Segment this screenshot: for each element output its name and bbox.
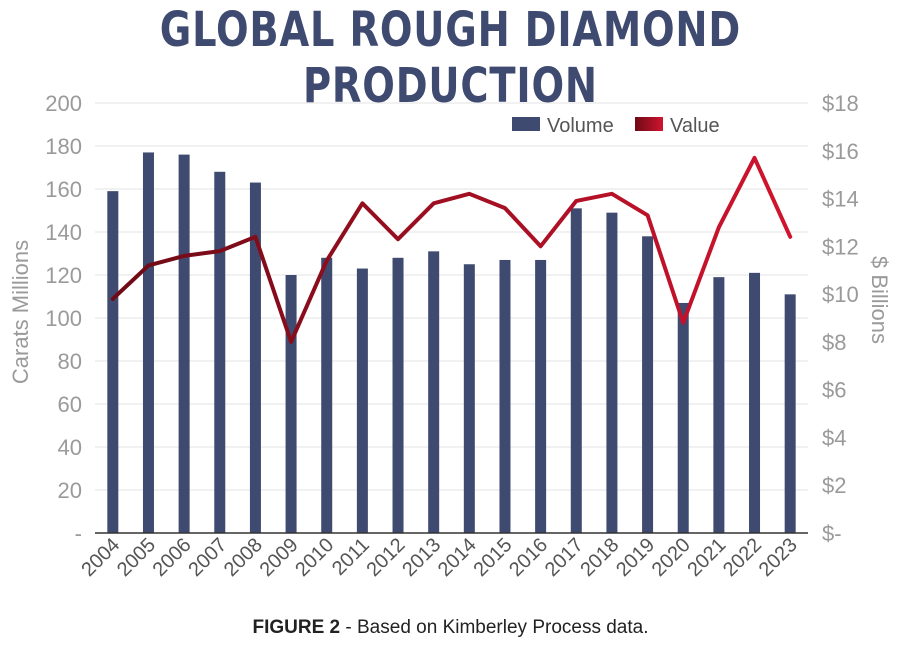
volume-bar: [784, 294, 796, 533]
right-tick-label: $4: [822, 425, 846, 450]
figure-caption: FIGURE 2 - Based on Kimberley Process da…: [0, 617, 901, 639]
x-tick-label: 2005: [113, 534, 160, 581]
right-tick-label: $8: [822, 330, 846, 355]
volume-bar: [392, 257, 404, 533]
volume-bar: [749, 272, 761, 533]
value-line-group: [110, 155, 793, 344]
x-tick-label: 2010: [291, 534, 338, 581]
right-tick-label: $18: [822, 91, 859, 116]
x-tick-label: 2018: [576, 534, 623, 581]
volume-bars: [107, 152, 796, 534]
x-tick-label: 2006: [149, 534, 196, 581]
left-tick-label: 120: [45, 263, 82, 288]
right-tick-label: $12: [822, 234, 859, 259]
x-tick-label: 2021: [683, 534, 730, 581]
left-tick-label: -: [75, 521, 82, 546]
x-tick-label: 2016: [505, 534, 552, 581]
left-tick-label: 140: [45, 220, 82, 245]
x-tick-label: 2011: [328, 534, 374, 580]
caption-text: - Based on Kimberley Process data.: [340, 617, 649, 638]
x-tick-label: 2022: [719, 534, 766, 581]
volume-bar: [428, 251, 440, 533]
legend-value-label: Value: [670, 115, 720, 137]
y2-axis-label: $ Billions: [867, 256, 892, 344]
legend-volume-label: Volume: [547, 115, 614, 137]
right-tick-label: $10: [822, 282, 859, 307]
x-tick-label: 2019: [612, 534, 659, 581]
volume-bar: [249, 182, 261, 534]
legend-value-swatch: [635, 117, 663, 131]
left-tick-label: 200: [45, 91, 82, 116]
volume-bar: [642, 236, 654, 534]
volume-bar: [321, 257, 333, 533]
chart-title: GLOBAL ROUGH DIAMOND PRODUCTION: [159, 2, 742, 114]
volume-bar: [107, 191, 119, 533]
chart-canvas: - 20 40 60 80 100 120 140 160 180 200 $- $2 $4 $6 $8 $1…: [8, 91, 892, 581]
right-axis-ticks: $- $2 $4 $6 $8 $10 $12 $14 $16 $18: [822, 91, 859, 546]
value-line: [110, 155, 793, 344]
x-tick-label: 2012: [363, 534, 410, 581]
volume-bar: [214, 171, 226, 534]
legend: Volume Value: [512, 115, 720, 137]
x-tick-label: 2023: [755, 534, 802, 581]
x-tick-label: 2004: [77, 534, 124, 581]
x-tick-label: 2017: [541, 534, 588, 581]
caption-label: FIGURE 2: [252, 617, 341, 638]
right-tick-label: $14: [822, 187, 859, 212]
x-axis-ticks: 2004200520062007200820092010201120122013…: [77, 534, 801, 581]
left-tick-label: 100: [45, 306, 82, 331]
x-tick-label: 2015: [470, 534, 517, 581]
x-tick-label: 2013: [398, 534, 445, 581]
grid-lines: [95, 102, 808, 491]
left-tick-label: 180: [45, 134, 82, 159]
right-tick-label: $6: [822, 378, 846, 403]
legend-volume-swatch: [512, 117, 540, 131]
left-tick-label: 160: [45, 177, 82, 202]
x-tick-label: 2007: [184, 534, 231, 581]
volume-bar: [356, 268, 368, 533]
x-tick-label: 2009: [256, 534, 303, 581]
left-axis-ticks: - 20 40 60 80 100 120 140 160 180 200: [45, 91, 82, 546]
x-tick-label: 2020: [648, 534, 695, 581]
left-tick-label: 40: [58, 435, 82, 460]
volume-bar: [285, 275, 297, 533]
right-tick-label: $2: [822, 473, 846, 498]
volume-bar: [713, 277, 725, 533]
left-tick-label: 20: [58, 478, 82, 503]
y-axis-label: Carats Millions: [8, 240, 33, 384]
volume-bar: [606, 212, 618, 533]
volume-bar: [142, 152, 154, 533]
left-tick-label: 60: [58, 392, 82, 417]
right-tick-label: $-: [822, 521, 842, 546]
x-tick-label: 2008: [220, 534, 267, 581]
volume-bar: [677, 302, 689, 533]
left-tick-label: 80: [58, 349, 82, 374]
x-tick-label: 2014: [434, 534, 481, 581]
volume-bar: [570, 208, 582, 533]
volume-bar: [535, 259, 547, 533]
right-tick-label: $16: [822, 139, 859, 164]
volume-bar: [463, 264, 475, 533]
volume-bar: [499, 259, 511, 533]
volume-bar: [178, 154, 190, 533]
